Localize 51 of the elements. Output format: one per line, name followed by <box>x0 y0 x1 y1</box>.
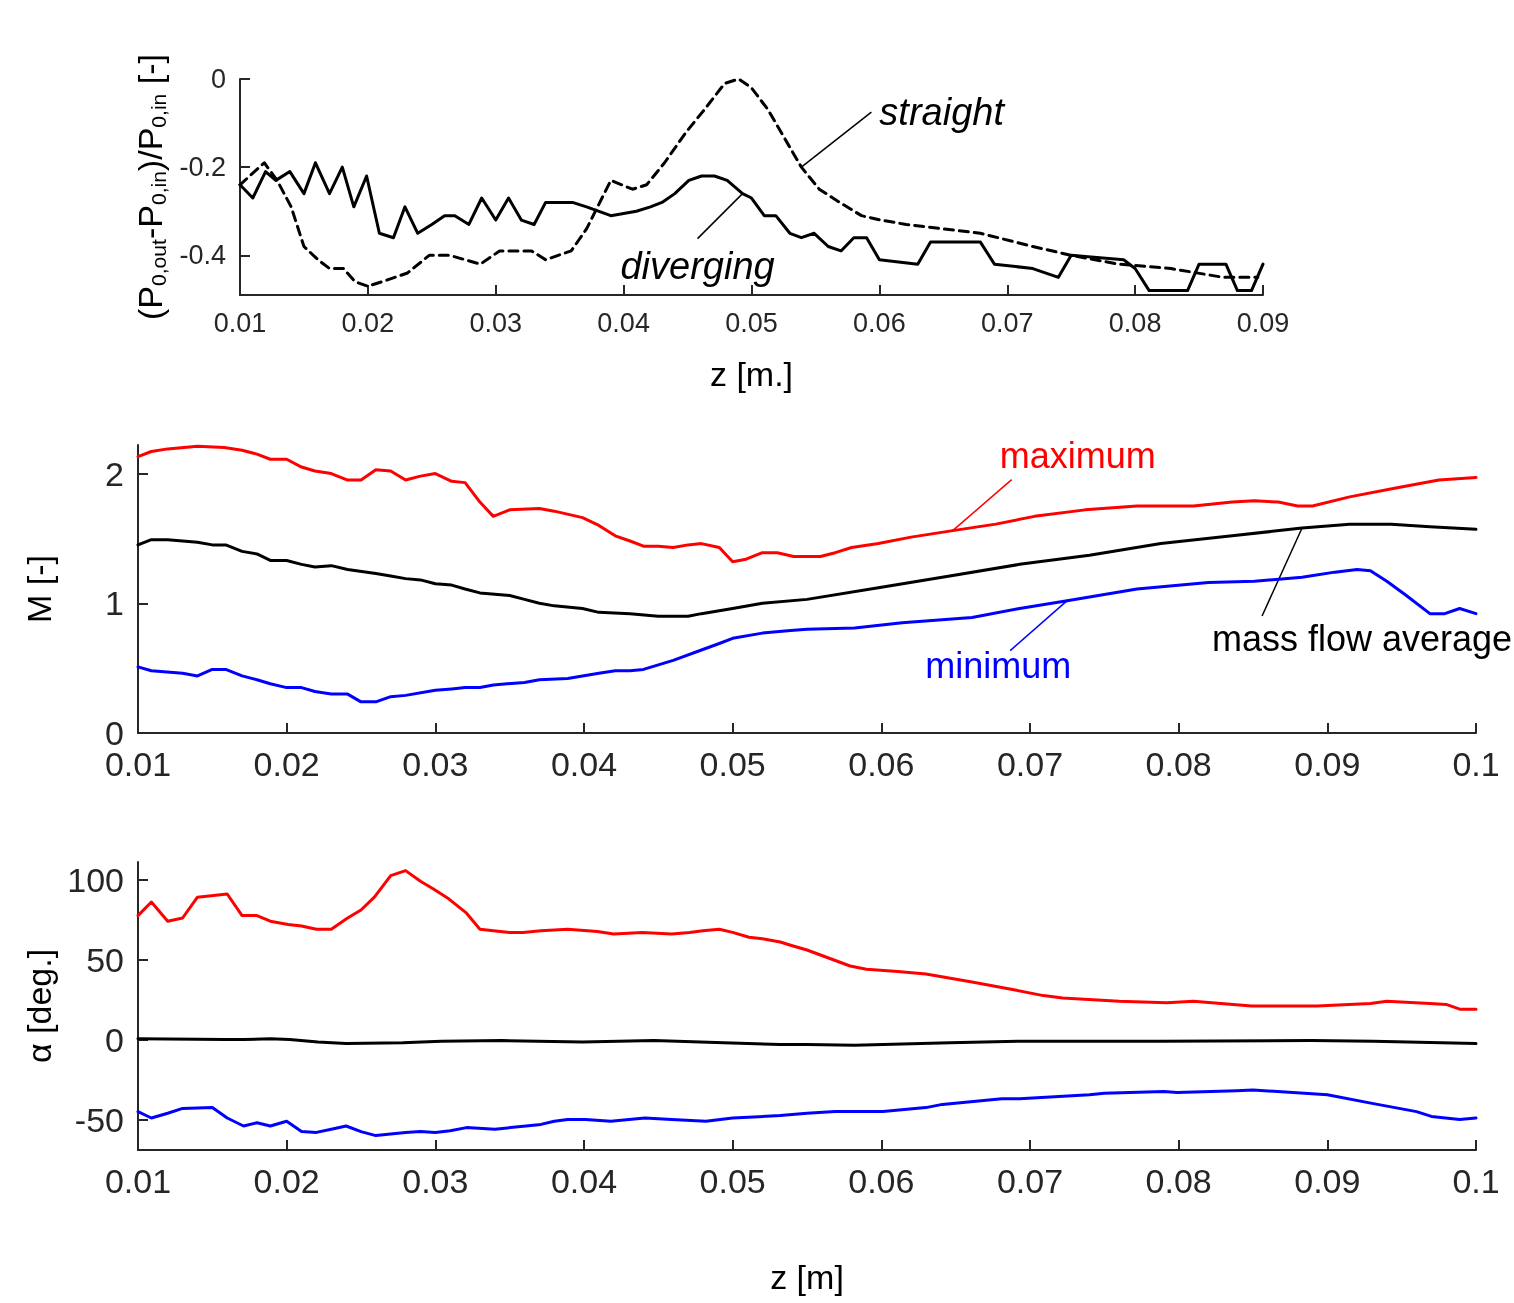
x-tick-label: 0.09 <box>1294 745 1361 783</box>
x-tick-label: 0.05 <box>699 745 766 783</box>
legend-label: minimum <box>925 645 1072 687</box>
x-tick-label: 0.1 <box>1452 1162 1500 1200</box>
x-tick-label: 0.01 <box>213 307 267 338</box>
y-tick-label: -0.4 <box>179 240 226 271</box>
line-series <box>136 1088 1478 1138</box>
x-tick-label: 0.02 <box>341 307 395 338</box>
line-series <box>136 1037 1478 1047</box>
x-tick-label: 0.02 <box>253 1162 320 1200</box>
x-axis-title: z [m.] <box>709 355 794 393</box>
x-tick-label: 0.01 <box>104 1162 172 1200</box>
y-tick-label: -50 <box>74 1100 124 1139</box>
y-axis-title: α [deg.] <box>20 948 58 1064</box>
x-tick-label: 0.09 <box>1294 1162 1361 1200</box>
series-label: maximum <box>999 435 1156 477</box>
y-tick-label: 0 <box>210 64 226 94</box>
y-axis-title: M [-] <box>20 555 58 623</box>
x-tick-label: 0.04 <box>550 1162 618 1200</box>
y-tick-label: 50 <box>86 940 124 979</box>
x-tick-label: 0.03 <box>402 1162 469 1200</box>
x-tick-label: 0.03 <box>469 307 523 338</box>
y-axis-title: (P0,out-P0,in)/P0,in [-] <box>131 54 170 320</box>
x-tick-label: 0.07 <box>996 745 1064 783</box>
x-tick-label: 0.07 <box>980 307 1034 338</box>
y-tick-label: 1 <box>105 584 124 623</box>
text: straight <box>879 91 1006 134</box>
x-tick-label: 0.03 <box>402 745 469 783</box>
y-tick-label: 2 <box>105 454 124 493</box>
x-tick-label: 0.08 <box>1145 745 1212 783</box>
x-tick-label: 0.04 <box>597 307 650 338</box>
x-tick-label: 0.02 <box>253 745 320 783</box>
x-tick-label: 0.06 <box>848 745 915 783</box>
x-tick-label: 0.04 <box>550 745 618 783</box>
y-tick-label: -0.2 <box>179 152 226 183</box>
y-tick-label: 100 <box>67 860 124 899</box>
x-tick-label: 0.06 <box>848 1162 915 1200</box>
text: mass flow average <box>1211 617 1513 659</box>
x-tick-label: 0.08 <box>1145 1162 1212 1200</box>
x-tick-label: 0.06 <box>853 307 906 338</box>
x-tick-label: 0.1 <box>1452 745 1500 783</box>
line-series <box>136 522 1478 618</box>
y-tick-label: 0 <box>105 1020 124 1059</box>
x-tick-label: 0.08 <box>1108 307 1162 338</box>
line-series <box>136 869 1478 1011</box>
x-tick-label: 0.05 <box>699 1162 766 1200</box>
x-tick-label: 0.07 <box>996 1162 1064 1200</box>
x-tick-label: 0.09 <box>1236 307 1290 338</box>
x-axis-title: z [m] <box>770 1258 844 1296</box>
x-tick-label: 0.05 <box>725 307 778 338</box>
legend-label: diverging <box>620 244 775 287</box>
